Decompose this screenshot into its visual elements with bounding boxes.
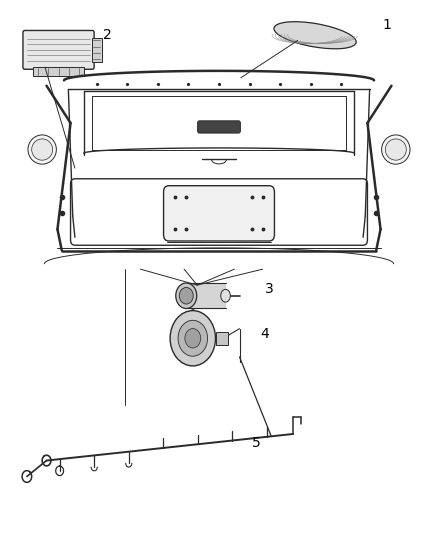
Ellipse shape xyxy=(221,289,230,302)
Ellipse shape xyxy=(176,283,197,309)
FancyBboxPatch shape xyxy=(23,30,94,69)
FancyBboxPatch shape xyxy=(163,185,275,241)
Ellipse shape xyxy=(170,311,215,366)
Ellipse shape xyxy=(274,22,356,49)
Text: 1: 1 xyxy=(383,18,392,31)
Ellipse shape xyxy=(178,320,208,356)
Ellipse shape xyxy=(385,139,406,160)
Text: 2: 2 xyxy=(103,28,112,42)
Ellipse shape xyxy=(381,135,410,164)
Ellipse shape xyxy=(185,328,201,348)
Bar xyxy=(92,38,102,62)
Text: 4: 4 xyxy=(261,327,269,341)
FancyBboxPatch shape xyxy=(198,121,240,133)
Text: 5: 5 xyxy=(252,436,261,450)
Ellipse shape xyxy=(179,287,193,304)
Bar xyxy=(33,67,84,76)
Bar xyxy=(186,283,226,309)
Text: 3: 3 xyxy=(265,282,274,296)
Bar xyxy=(215,332,228,345)
Ellipse shape xyxy=(32,139,53,160)
Ellipse shape xyxy=(28,135,57,164)
